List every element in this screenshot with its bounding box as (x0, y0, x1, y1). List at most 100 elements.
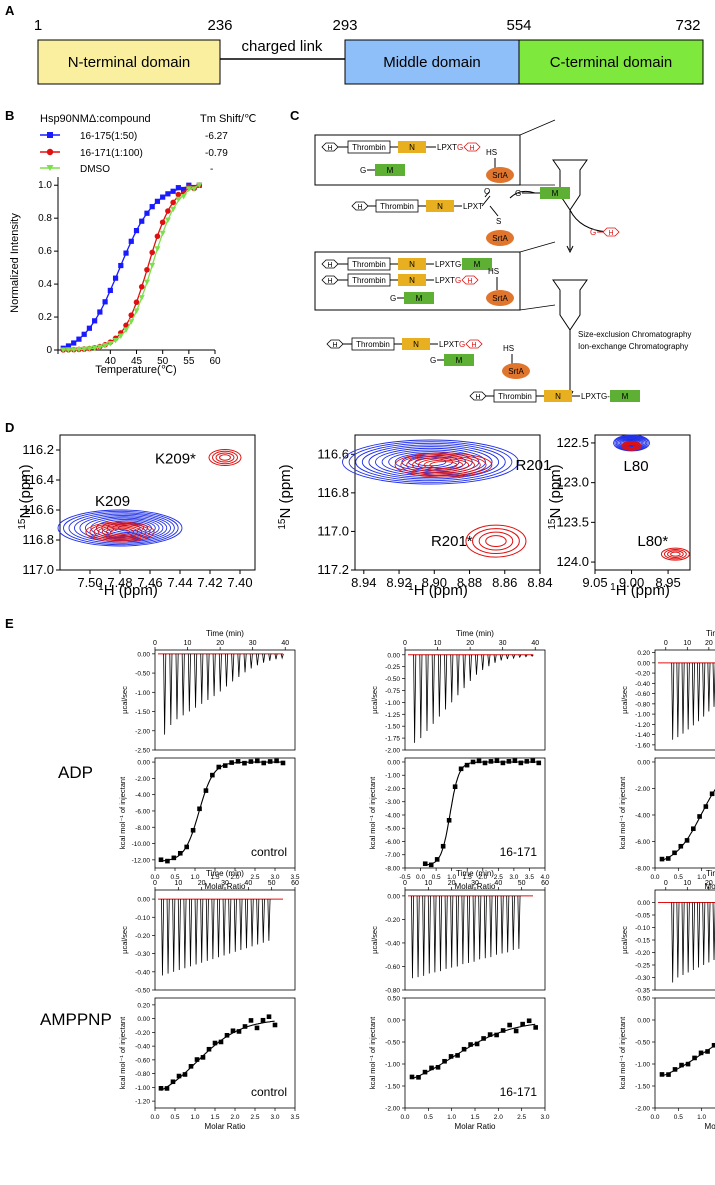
molar-ratio-label: Molar Ratio (455, 882, 496, 891)
data-point-dmso (60, 347, 67, 353)
time-label: Time (min) (206, 869, 244, 878)
his-tag-label: H (332, 342, 337, 349)
injection-peak (439, 895, 443, 972)
contour-blue (375, 447, 486, 477)
y-tick-label: 123.5 (556, 514, 589, 529)
injection-peak (676, 662, 680, 738)
c-terminal-domain-label: C-terminal domain (550, 54, 673, 71)
lpxt-label: LPXT (437, 143, 457, 152)
n-domain-label: N (409, 276, 415, 285)
fit-y-tick-label: 0.20 (137, 1002, 150, 1009)
y-tick-label: 116.6 (317, 446, 349, 461)
fit-x-tick-label: 1.5 (210, 1114, 219, 1121)
fit-x-tick-label: 3.5 (290, 1114, 299, 1121)
raw-x-tick-label: 0 (153, 880, 157, 887)
legend-label-16-171: 16-171(1:100) (80, 148, 143, 159)
release-arrow (569, 209, 609, 233)
data-point-dmso (70, 347, 77, 353)
connector-lines-1 (519, 119, 556, 186)
isotherm-point (260, 1017, 266, 1023)
injection-peak (187, 653, 191, 712)
m-domain-box (404, 292, 434, 304)
contour-red (663, 548, 687, 560)
isotherm-point (705, 1049, 710, 1054)
fit-y-tick-label: -5.00 (385, 826, 400, 833)
srta-enzyme (486, 167, 514, 183)
injection-peak (483, 895, 487, 959)
fit-y-tick-label: -2.00 (635, 786, 650, 793)
data-point-16-175 (139, 218, 145, 224)
raw-y-tick-label: 0.00 (137, 651, 150, 658)
isotherm-point (666, 1072, 671, 1077)
data-point-dmso (91, 345, 98, 352)
peak-label-r201s: R201* (431, 533, 473, 550)
data-point-16-171 (170, 199, 176, 206)
iec-label: Ion-exchange Chromatography (578, 342, 688, 351)
raw-x-tick-label: 10 (683, 880, 691, 887)
raw-y-tick-label: -1.50 (385, 724, 400, 731)
isotherm-point (458, 766, 464, 772)
nmr-frame-1 (354, 434, 541, 571)
lpxt-label: LPXT (435, 276, 455, 285)
raw-x-tick-label: 10 (184, 640, 192, 647)
ucal-label: µcal/sec (120, 686, 129, 714)
fit-y-tick-label: -1.00 (385, 773, 400, 780)
fit-y-tick-label: -8.00 (385, 866, 400, 873)
domain-map: 1 236 293 554 732 N-terminal domain char… (34, 17, 704, 85)
y-tick-label: 116.6 (22, 502, 54, 517)
isotherm-point (165, 858, 170, 864)
fit-curve (661, 788, 715, 861)
isotherm-point (678, 843, 684, 849)
fit-frame (154, 997, 296, 1109)
data-point-16-175 (165, 191, 171, 197)
n-terminal-domain-box (37, 39, 221, 85)
fit-x-tick-label: 1.0 (447, 1114, 456, 1121)
kcal-label: kcal mol⁻¹ of injectant (118, 776, 127, 849)
x-tick-label: 7.48 (107, 575, 132, 590)
data-point-16-175 (149, 204, 155, 210)
label-text: N (ppm) (17, 464, 34, 518)
fit-x-tick-label: 1.0 (190, 874, 199, 881)
his-tag-label: H (327, 278, 332, 285)
m-domain-box (540, 187, 570, 199)
fit-y-tick-label: -4.00 (635, 812, 650, 819)
fit-x-tick-label: 0.0 (150, 874, 159, 881)
hs-label: HS (488, 267, 499, 276)
fit-x-tick-label: 0.5 (424, 1114, 433, 1121)
g-label: G (430, 356, 436, 365)
data-point-16-175 (181, 186, 187, 193)
data-point-16-175 (65, 343, 72, 349)
isotherm-point (455, 1053, 460, 1058)
data-point-16-175 (160, 194, 166, 200)
fit-x-tick-label: 2.5 (250, 874, 259, 881)
fit-x-tick-label: 1.0 (190, 1114, 199, 1121)
injection-peak (697, 662, 701, 722)
injection-peak (255, 653, 259, 666)
injection-peak (161, 899, 165, 976)
contour-red (478, 531, 514, 551)
data-point-dmso (123, 327, 130, 333)
fit-y-tick-label: -10.00 (132, 841, 151, 848)
data-point-dmso (164, 217, 171, 223)
isotherm-point (474, 1041, 480, 1047)
g-red-label: G (455, 276, 461, 285)
ucal-label: µcal/sec (620, 686, 629, 714)
thrombin-label: Thrombin (380, 202, 414, 211)
fit-y-tick-label: 0.50 (387, 996, 400, 1003)
fit-curve (160, 1020, 275, 1091)
injection-peak (433, 895, 437, 973)
raw-x-tick-label: 40 (531, 640, 539, 647)
panel-label-d: D (5, 420, 14, 435)
isotherm-point (526, 1018, 532, 1024)
injection-peak (189, 899, 193, 967)
legend-marker-16-175 (47, 132, 53, 138)
time-label: Time (min) (456, 629, 494, 638)
contour-blue (355, 442, 506, 482)
data-point-16-171 (138, 284, 145, 290)
y-tick-label: 117.0 (317, 523, 349, 538)
contour-blue (613, 434, 650, 452)
isotherm-point (679, 1062, 684, 1068)
lpxt-label: LPXT (463, 202, 483, 211)
raw-y-tick-label: 0.00 (387, 652, 400, 659)
isotherm-point (513, 1028, 519, 1034)
